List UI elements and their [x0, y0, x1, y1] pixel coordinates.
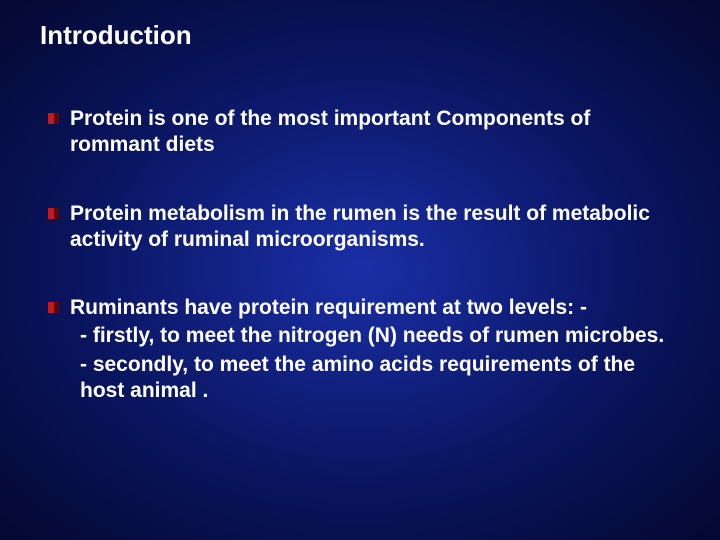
bullet-item: Ruminants have protein requirement at tw… — [70, 295, 680, 404]
bullet-subtext: - secondly, to meet the amino acids requ… — [80, 352, 680, 405]
slide: Introduction Protein is one of the most … — [0, 0, 720, 540]
bullet-item: Protein metabolism in the rumen is the r… — [70, 201, 680, 254]
bullet-list: Protein is one of the most important Com… — [40, 106, 680, 404]
bullet-text: Protein is one of the most important Com… — [70, 107, 590, 156]
bullet-text: Ruminants have protein requirement at tw… — [70, 296, 587, 319]
bullet-text: Protein metabolism in the rumen is the r… — [70, 202, 650, 251]
bullet-item: Protein is one of the most important Com… — [70, 106, 680, 159]
slide-title: Introduction — [40, 20, 680, 51]
bullet-subtext: - firstly, to meet the nitrogen (N) need… — [80, 323, 680, 349]
